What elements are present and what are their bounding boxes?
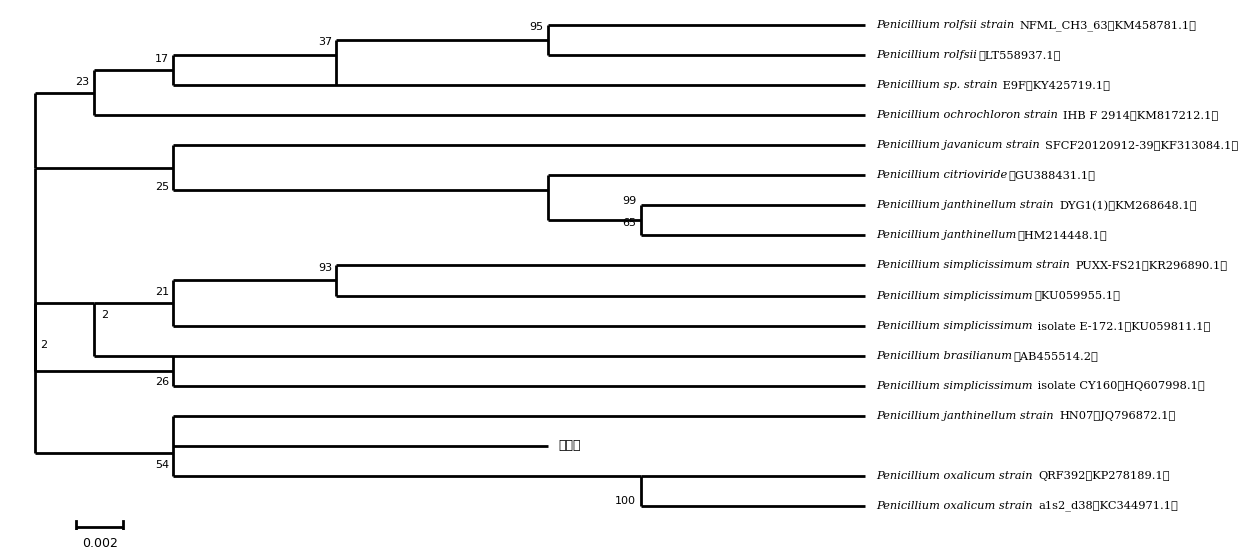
Text: Penicillium simplicissimum strain: Penicillium simplicissimum strain [876,261,1073,271]
Text: isolate CY160（HQ607998.1）: isolate CY160（HQ607998.1） [1035,381,1204,390]
Text: Penicillium janthinellum: Penicillium janthinellum [876,230,1016,240]
Text: Penicillium oxalicum strain: Penicillium oxalicum strain [876,471,1036,481]
Text: （AB455514.2）: （AB455514.2） [1014,350,1098,361]
Text: 2: 2 [40,339,47,350]
Text: 95: 95 [529,22,544,32]
Text: E9F（KY425719.1）: E9F（KY425719.1） [999,80,1110,90]
Text: Penicillium javanicum strain: Penicillium javanicum strain [876,140,1043,151]
Text: （HM214448.1）: （HM214448.1） [1017,230,1108,240]
Text: Penicillium rolfsii: Penicillium rolfsii [876,51,976,60]
Text: 目标菌: 目标菌 [559,439,581,452]
Text: PUXX-FS21（KR296890.1）: PUXX-FS21（KR296890.1） [1075,261,1228,271]
Text: （LT558937.1）: （LT558937.1） [978,51,1061,60]
Text: a1s2_d38（KC344971.1）: a1s2_d38（KC344971.1） [1038,500,1178,511]
Text: 17: 17 [155,54,169,64]
Text: Penicillium simplicissimum: Penicillium simplicissimum [876,381,1032,390]
Text: Penicillium janthinellum strain: Penicillium janthinellum strain [876,200,1057,211]
Text: 99: 99 [622,196,636,206]
Text: 25: 25 [155,182,169,192]
Text: （KU059955.1）: （KU059955.1） [1035,290,1120,300]
Text: 37: 37 [318,37,332,47]
Text: NFML_CH3_63（KM458781.1）: NFML_CH3_63（KM458781.1） [1020,20,1197,31]
Text: 100: 100 [616,496,636,506]
Text: SFCF20120912-39（KF313084.1）: SFCF20120912-39（KF313084.1） [1044,140,1238,151]
Text: Penicillium brasilianum: Penicillium brasilianum [876,350,1012,361]
Text: QRF392（KP278189.1）: QRF392（KP278189.1） [1038,471,1170,481]
Text: Penicillium janthinellum strain: Penicillium janthinellum strain [876,410,1057,421]
Text: DYG1(1)（KM268648.1）: DYG1(1)（KM268648.1） [1059,200,1197,211]
Text: 2: 2 [102,310,108,320]
Text: Penicillium oxalicum strain: Penicillium oxalicum strain [876,500,1036,510]
Text: Penicillium citrioviride: Penicillium citrioviride [876,170,1007,180]
Text: isolate E-172.1（KU059811.1）: isolate E-172.1（KU059811.1） [1035,321,1211,331]
Text: Penicillium simplicissimum: Penicillium simplicissimum [876,321,1032,331]
Text: 23: 23 [76,77,89,87]
Text: 93: 93 [318,263,332,273]
Text: （GU388431.1）: （GU388431.1） [1009,170,1095,180]
Text: Penicillium ochrochloron strain: Penicillium ochrochloron strain [876,111,1062,120]
Text: HN07（JQ796872.1）: HN07（JQ796872.1） [1059,410,1176,421]
Text: 0.002: 0.002 [82,537,118,550]
Text: Penicillium sp. strain: Penicillium sp. strain [876,80,997,90]
Text: 21: 21 [155,287,169,297]
Text: 26: 26 [155,377,169,387]
Text: Penicillium simplicissimum: Penicillium simplicissimum [876,290,1032,300]
Text: IHB F 2914（KM817212.1）: IHB F 2914（KM817212.1） [1063,111,1219,120]
Text: 65: 65 [622,218,636,228]
Text: 54: 54 [155,460,169,470]
Text: Penicillium rolfsii strain: Penicillium rolfsii strain [876,20,1018,30]
